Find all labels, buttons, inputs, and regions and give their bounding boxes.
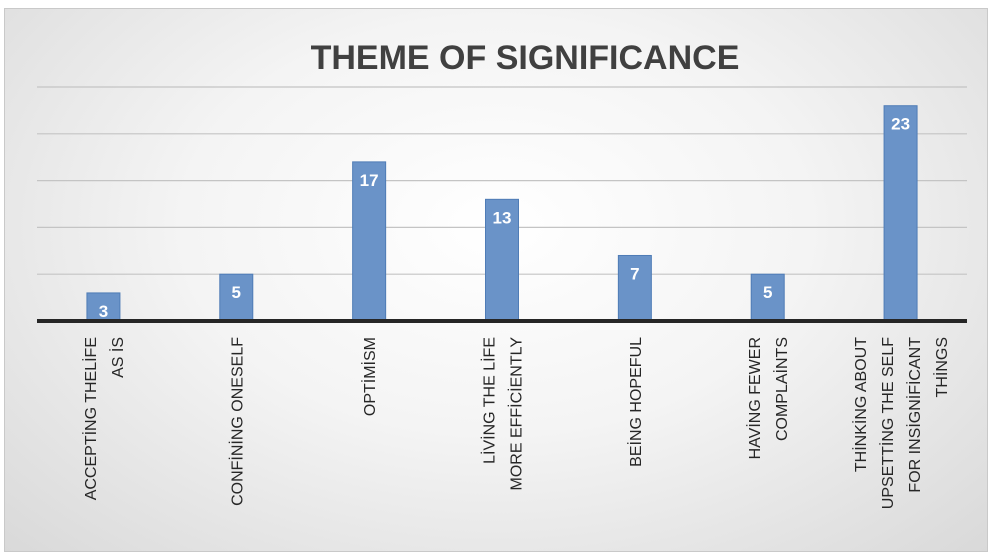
gridlines [37, 86, 967, 275]
data-label: 23 [891, 115, 910, 134]
data-label: 5 [763, 283, 772, 302]
bar [86, 292, 121, 322]
category-label: HAVİNG FEWER COMPLAİNTS [745, 337, 791, 459]
category-labels: ACCEPTİNG THELİFE AS İS CONFİNİNG ONESELF O… [81, 337, 951, 510]
bar-chart: THEME OF SIGNIFICANCE 3 5 17 13 7 5 23 ACCEPTİ… [37, 39, 967, 510]
bar [352, 161, 387, 322]
bar [485, 198, 519, 322]
chart-frame: THEME OF SIGNIFICANCE 3 5 17 13 7 5 23 ACCEPTİ… [4, 8, 988, 552]
data-label: 13 [493, 208, 512, 227]
chart-title: THEME OF SIGNIFICANCE [311, 39, 740, 77]
data-label: 3 [99, 302, 108, 321]
category-label: THİNKİNG ABOUT UPSETTİNG THE SELF FOR INSİ… [851, 337, 951, 509]
category-label: CONFİNİNG ONESELF [227, 337, 246, 506]
bar [883, 105, 918, 322]
category-label: BEİNG HOPEFUL [626, 337, 645, 467]
bar [617, 254, 652, 322]
category-label: ACCEPTİNG THELİFE AS İS [81, 337, 127, 500]
data-label: 17 [360, 171, 379, 190]
data-labels: 3 5 17 13 7 5 23 [99, 115, 910, 321]
bars [86, 105, 918, 322]
category-label: OPTİMİSM [360, 337, 379, 416]
data-label: 7 [630, 264, 639, 283]
category-label: LİVİNG THE LİFE MORE EFFİCİENTLY [480, 337, 526, 491]
bar [750, 273, 785, 322]
data-label: 5 [232, 283, 241, 302]
